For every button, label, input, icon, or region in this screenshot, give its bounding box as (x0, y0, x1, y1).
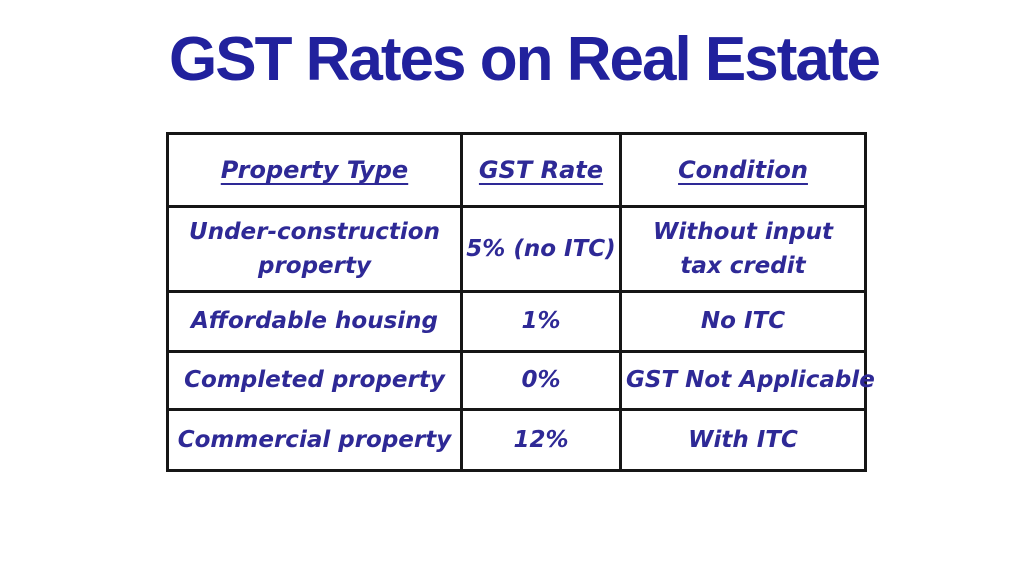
cell-row1-gst-rate: 5% (no ITC) (463, 208, 619, 290)
cell-row3-property-type: Completed property (169, 353, 460, 408)
cell-row4-gst-rate: 12% (463, 411, 619, 469)
cell-row3-condition: GST Not Applicable (622, 353, 875, 408)
cell-row4-condition: With ITC (622, 411, 864, 469)
header-condition: Condition (622, 135, 864, 205)
gst-rates-table: Property Type GST Rate Condition Under-c… (166, 132, 875, 472)
cell-row2-condition: No ITC (622, 293, 864, 350)
header-property-type: Property Type (169, 135, 460, 205)
cell-row2-gst-rate: 1% (463, 293, 619, 350)
header-gst-rate-label: GST Rate (478, 156, 604, 184)
cell-row4-property-type: Commercial property (169, 411, 460, 469)
header-condition-label: Condition (678, 156, 808, 184)
cell-row1-property-type: Under-construction property (169, 208, 460, 290)
page-title: GST Rates on Real Estate (168, 25, 881, 94)
header-gst-rate: GST Rate (463, 135, 619, 205)
cell-row3-gst-rate: 0% (463, 353, 619, 408)
cell-row2-property-type: Affordable housing (169, 293, 460, 350)
cell-row1-condition: Without input tax credit (622, 208, 864, 290)
header-property-type-label: Property Type (220, 156, 409, 184)
